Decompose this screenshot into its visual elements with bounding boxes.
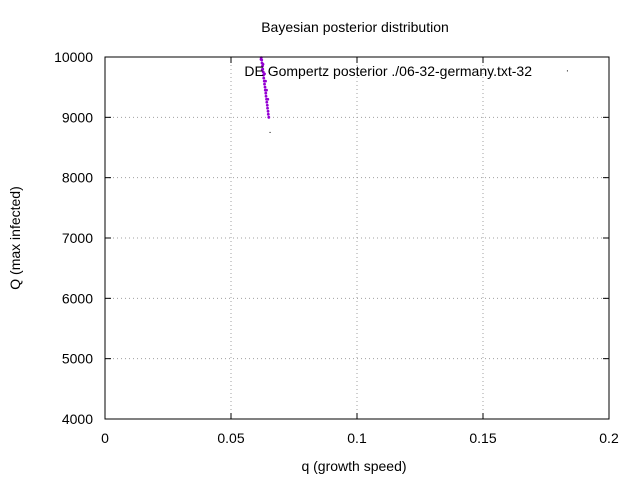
posterior-sample-point bbox=[266, 106, 269, 110]
outlier-sample-point bbox=[269, 131, 271, 133]
y-tick-label: 4000 bbox=[62, 411, 93, 427]
posterior-sample-point bbox=[263, 82, 266, 86]
x-tick-label: 0 bbox=[101, 430, 109, 446]
x-tick-label: 0.1 bbox=[347, 430, 367, 446]
posterior-sample-point bbox=[264, 94, 268, 98]
posterior-sample-point bbox=[267, 115, 271, 119]
posterior-sample-point bbox=[259, 58, 263, 61]
y-tick-label: 6000 bbox=[62, 290, 93, 306]
x-tick-label: 0.2 bbox=[599, 430, 619, 446]
legend-label: DE Gompertz posterior ./06-32-germany.tx… bbox=[244, 63, 532, 79]
posterior-sample-point bbox=[264, 91, 268, 95]
posterior-sample-point bbox=[263, 85, 267, 89]
data-points bbox=[259, 56, 568, 133]
posterior-sample-point bbox=[262, 76, 266, 80]
y-tick-label: 8000 bbox=[62, 170, 93, 186]
posterior-sample-point bbox=[260, 68, 264, 72]
posterior-sample-point bbox=[266, 109, 270, 113]
x-axis-label: q (growth speed) bbox=[301, 458, 406, 474]
posterior-sample-point bbox=[265, 103, 269, 107]
x-tick-labels: 0 0.05 0.1 0.15 0.2 bbox=[101, 430, 619, 446]
y-tick-label: 7000 bbox=[62, 230, 93, 246]
posterior-sample-point bbox=[266, 112, 270, 116]
y-tick-label: 5000 bbox=[62, 351, 93, 367]
x-tick-label: 0.05 bbox=[217, 430, 244, 446]
outlier-sample-point bbox=[566, 70, 568, 72]
grid-lines bbox=[105, 57, 609, 419]
y-tick-label: 10000 bbox=[54, 49, 93, 65]
posterior-sample-point bbox=[261, 62, 265, 66]
posterior-sample-point bbox=[264, 79, 267, 83]
posterior-sample-point bbox=[263, 72, 266, 76]
x-tick-label: 0.15 bbox=[469, 430, 496, 446]
posterior-sample-point bbox=[266, 97, 270, 101]
posterior-sample-point bbox=[265, 88, 268, 92]
chart-title: Bayesian posterior distribution bbox=[261, 19, 449, 35]
axis-ticks bbox=[104, 56, 610, 420]
y-tick-labels: 4000 5000 6000 7000 8000 9000 10000 bbox=[54, 49, 93, 427]
y-axis-label: Q (max infected) bbox=[7, 186, 23, 289]
posterior-sample-point bbox=[265, 100, 269, 104]
y-tick-label: 9000 bbox=[62, 109, 93, 125]
